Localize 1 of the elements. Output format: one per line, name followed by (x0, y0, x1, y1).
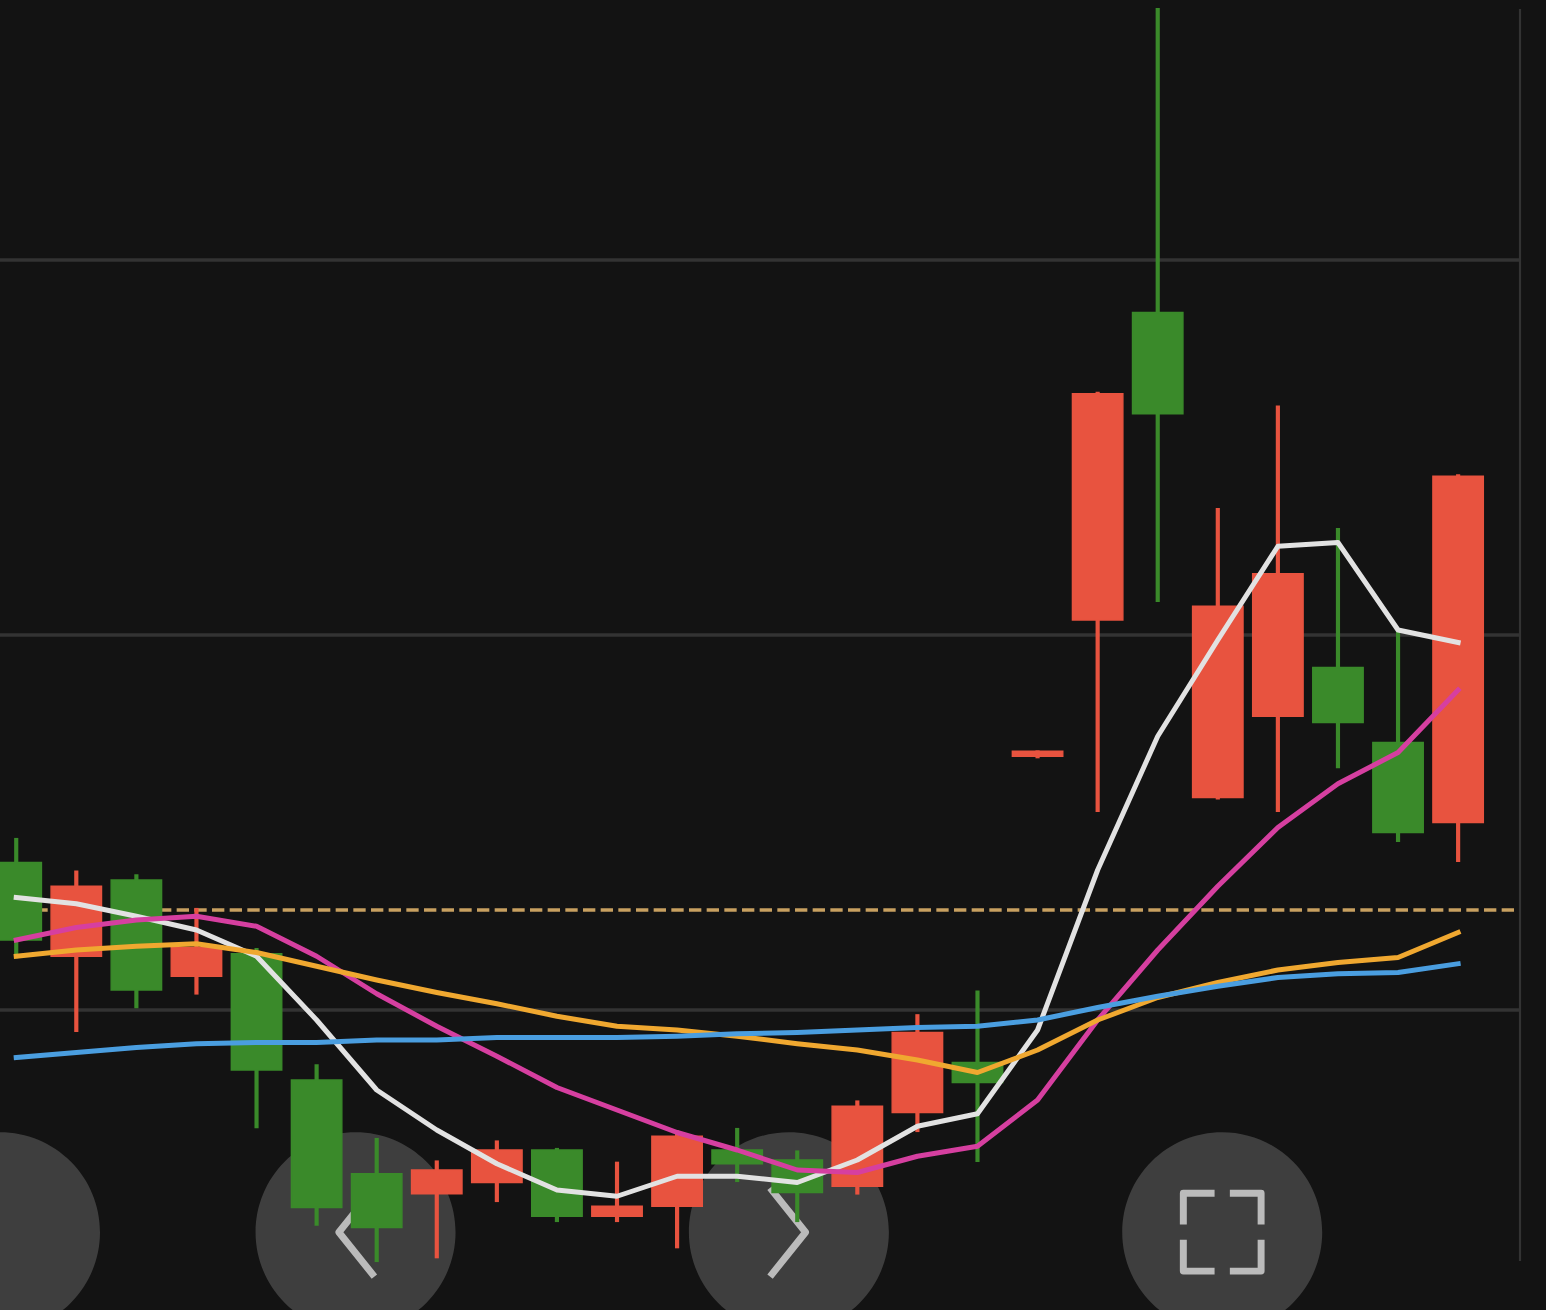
candlestick (591, 1161, 643, 1223)
